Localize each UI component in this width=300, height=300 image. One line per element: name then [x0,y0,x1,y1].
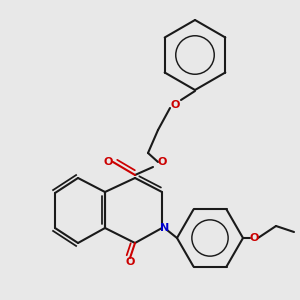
Text: O: O [249,233,259,243]
Text: O: O [103,157,113,167]
Text: O: O [125,257,135,267]
Text: O: O [157,157,167,167]
Text: O: O [170,100,180,110]
Text: N: N [160,223,169,233]
